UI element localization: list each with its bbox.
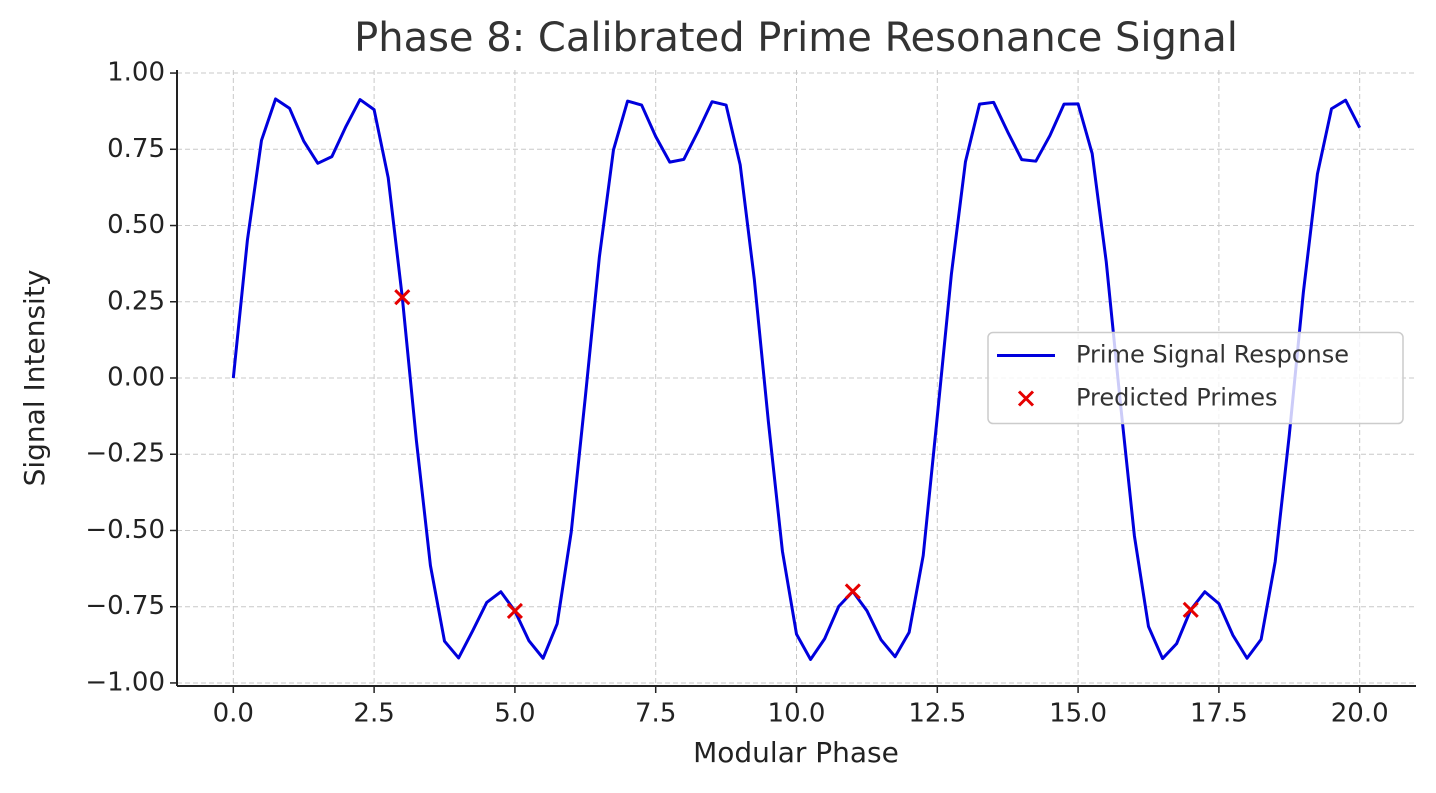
prime-marker — [1182, 601, 1199, 618]
y-axis-label: Signal Intensity — [18, 270, 51, 487]
axes: −1.00 −0.75 −0.50 −0.25 0.00 0.25 0.50 0.75 1.00… — [85, 58, 1416, 729]
legend-box — [987, 331, 1404, 425]
y-tick-label: 0.50 — [107, 210, 165, 240]
y-tick-label: 1.00 — [107, 58, 165, 88]
prime-marker — [394, 289, 411, 306]
marker-stroke — [1182, 601, 1199, 618]
y-tick-label: −0.75 — [85, 591, 165, 621]
x-axis-label: Modular Phase — [693, 736, 899, 769]
marker-stroke — [506, 602, 523, 620]
x-tick-label: 15.0 — [1049, 699, 1107, 729]
marker-stroke — [844, 583, 861, 600]
x-tick-label: 2.5 — [353, 699, 394, 729]
x-tick-label: 7.5 — [635, 699, 676, 729]
marker-stroke — [394, 289, 411, 306]
y-tick-label: −1.00 — [85, 667, 165, 697]
x-tick-label: 5.0 — [494, 699, 535, 729]
prime-marker — [506, 602, 523, 620]
prime-marker — [844, 583, 861, 600]
y-tick-label: 0.75 — [107, 134, 165, 164]
legend-label: Predicted Primes — [1076, 384, 1278, 412]
marker-stroke — [1017, 390, 1035, 407]
y-tick-label: −0.50 — [85, 515, 165, 545]
x-tick-label: 10.0 — [768, 699, 826, 729]
y-tick-label: 0.00 — [107, 363, 165, 393]
x-tick-label: 12.5 — [908, 699, 966, 729]
x-tick-label: 17.5 — [1190, 699, 1248, 729]
legend-marker — [1017, 390, 1035, 407]
y-tick-label: 0.25 — [107, 286, 165, 316]
x-tick-label: 20.0 — [1331, 699, 1389, 729]
legend-label: Prime Signal Response — [1076, 341, 1349, 369]
plot-area — [231, 97, 1362, 661]
x-tick-label: 0.0 — [213, 699, 254, 729]
y-tick-label: −0.25 — [85, 439, 165, 469]
chart-title: Phase 8: Calibrated Prime Resonance Sign… — [354, 15, 1238, 61]
legend: Prime Signal Response Predicted Primes — [987, 331, 1404, 425]
signal-line — [231, 97, 1362, 661]
